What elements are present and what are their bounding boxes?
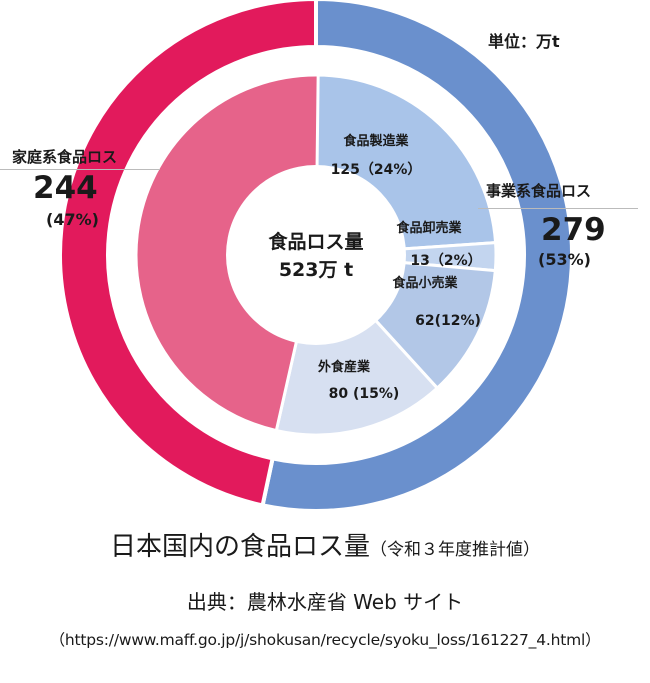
inner-slice-name-manufacturing: 食品製造業 [343, 133, 409, 149]
outer-slice-business [260, 0, 574, 510]
center-total-value: 523万 t [279, 259, 353, 281]
figure-title-note: （令和３年度推計値） [370, 540, 540, 560]
household-loss-title: 家庭系食品ロス [12, 148, 118, 166]
figure-title: 日本国内の食品ロス量（令和３年度推計値） [0, 526, 650, 563]
business-loss-value: 279 [541, 212, 606, 248]
inner-slice-name-wholesale: 食品卸売業 [396, 220, 462, 236]
unit-label: 単位：万t [488, 32, 560, 51]
inner-slice-value-wholesale: 13（2%） [410, 253, 481, 269]
outer-ring [58, 0, 574, 510]
inner-slice-name-retail: 食品小売業 [392, 275, 458, 291]
inner-segment-labels: 食品製造業 125（24%） 食品卸売業 13（2%） 食品小売業 62(12%) 外食産業… [317, 133, 482, 402]
inner-slice-value-manufacturing: 125（24%） [331, 162, 422, 178]
inner-slice-name-food-service: 外食産業 [317, 359, 371, 375]
figure-source-url: （https://www.maff.go.jp/j/shokusan/recyc… [49, 631, 601, 649]
outer-slice-household [58, 0, 318, 508]
inner-slice-value-food-service: 80 (15%) [329, 386, 400, 402]
center-total-label: 食品ロス量 [268, 230, 363, 253]
donut-chart: 食品ロス量 523万 t 食品製造業 125（24%） 食品卸売業 13（2%） 食品小… [58, 0, 574, 510]
inner-slice-value-retail: 62(12%) [415, 313, 481, 329]
business-loss-pct: (53%) [538, 250, 591, 269]
household-loss-value: 244 [33, 170, 98, 206]
figure-title-main: 日本国内の食品ロス量 [109, 532, 370, 562]
business-rule [478, 208, 638, 209]
center-hole [226, 165, 406, 345]
business-loss-title: 事業系食品ロス [486, 182, 592, 200]
household-rule [0, 169, 160, 170]
household-loss-pct: (47%) [46, 210, 99, 229]
figure-source: 出典：農林水産省 Web サイト [186, 590, 464, 614]
